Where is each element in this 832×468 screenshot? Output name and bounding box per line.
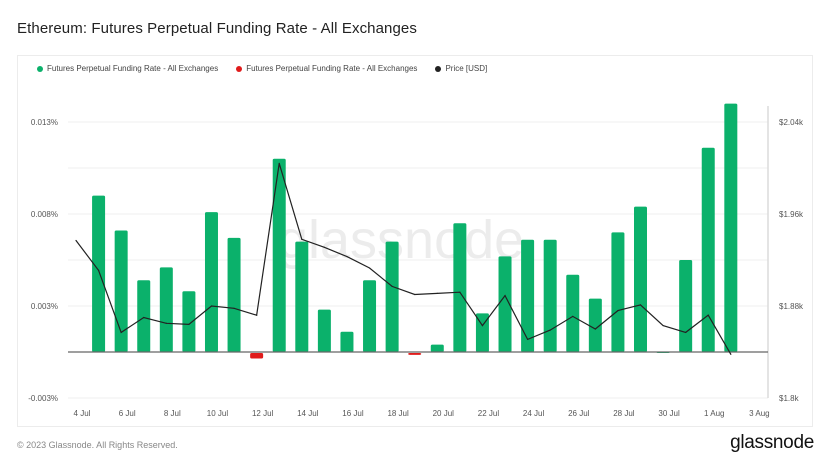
price-point [120,331,122,334]
bar-positive [114,230,128,352]
legend-dot-green-icon [37,65,43,72]
copyright-text: © 2023 Glassnode. All Rights Reserved. [17,440,178,450]
bar-positive [453,223,467,352]
x-tick-label: 4 Jul [74,409,91,418]
bar-positive [227,237,241,352]
bar-positive [317,309,331,352]
price-point [210,305,213,307]
price-point [504,295,506,297]
y-left-tick-label: 0.013% [31,118,58,127]
glassnode-logo[interactable]: glassnode [730,432,814,453]
price-point [414,293,416,296]
bar-positive [182,291,196,352]
x-tick-label: 8 Jul [164,409,181,418]
bar-positive [363,280,377,352]
bar-positive [430,344,444,352]
x-tick-label: 20 Jul [433,409,455,418]
x-tick-label: 18 Jul [387,409,409,418]
bar-positive [498,256,512,352]
bar-positive [204,212,218,352]
price-point [639,304,642,306]
bar-positive [679,260,693,352]
price-point [730,353,732,355]
price-point [143,316,145,319]
y-right-tick-label: $1.8k [779,394,800,403]
x-tick-label: 28 Jul [613,409,635,418]
legend-item-funding-positive[interactable]: Futures Perpetual Funding Rate - All Exc… [37,64,218,73]
price-point [459,291,461,293]
x-tick-label: 1 Aug [704,409,724,418]
x-tick-label: 3 Aug [749,409,769,418]
bar-positive [701,147,715,352]
x-tick-label: 26 Jul [568,409,590,418]
y-right-tick-label: $1.88k [779,302,804,311]
watermark: glassnode [278,210,524,270]
y-right-tick-label: $1.96k [779,210,804,219]
price-line [75,163,732,355]
price-point [617,310,619,312]
legend-label: Futures Perpetual Funding Rate - All Exc… [47,64,219,73]
bar-negative [250,353,264,359]
price-point [75,239,77,242]
bar-positive [92,195,106,352]
legend-item-funding-negative[interactable]: Futures Perpetual Funding Rate - All Exc… [236,64,417,73]
bar-positive [724,103,738,352]
x-tick-label: 30 Jul [658,409,680,418]
price-point [481,324,484,327]
price-point [233,307,235,309]
legend-item-price[interactable]: Price [USD] [435,64,487,73]
price-point [323,246,325,248]
legend-dot-black-icon [435,65,442,72]
price-point [188,323,190,325]
price-point [707,314,709,316]
bar-positive [588,298,602,352]
price-point [301,238,303,240]
legend-dot-red-icon [236,65,243,72]
price-point [662,324,664,327]
y-right-tick-label: $2.04k [779,118,804,127]
bar-positive [295,241,309,352]
x-tick-label: 12 Jul [252,409,274,418]
price-point [594,328,596,330]
chart-legend: Futures Perpetual Funding Rate - All Exc… [37,64,505,73]
x-tick-label: 10 Jul [207,409,229,418]
page-title: Ethereum: Futures Perpetual Funding Rate… [17,20,417,37]
bar-positive [611,232,625,352]
legend-label: Price [USD] [445,64,488,73]
bar-positive [543,239,557,352]
x-tick-label: 6 Jul [119,409,136,418]
x-tick-label: 16 Jul [342,409,364,418]
x-tick-label: 14 Jul [297,409,319,418]
price-point [97,269,100,271]
y-left-tick-label: 0.008% [31,210,58,219]
chart-card [17,55,813,427]
bar-positive [340,331,354,352]
bar-positive [521,239,535,352]
bar-positive [272,158,286,352]
bar-positive [159,267,173,352]
y-left-tick-label: -0.003% [28,394,58,403]
price-point [165,322,167,324]
y-left-tick-label: 0.003% [31,302,58,311]
price-point [368,267,371,269]
price-point [549,329,551,331]
x-tick-label: 24 Jul [523,409,545,418]
bar-positive [137,280,151,352]
price-point [436,292,438,294]
bar-negative [408,353,422,355]
bar-positive [566,274,580,352]
bar-positive [475,313,489,352]
price-point [527,338,529,340]
price-point [685,331,687,334]
bar-positive [385,241,399,352]
price-point [256,314,258,316]
price-point [346,255,348,258]
legend-label: Futures Perpetual Funding Rate - All Exc… [246,64,418,73]
bar-positive [634,206,647,352]
x-tick-label: 22 Jul [478,409,500,418]
price-point [572,315,574,317]
price-point [391,285,393,288]
price-point [278,162,280,164]
